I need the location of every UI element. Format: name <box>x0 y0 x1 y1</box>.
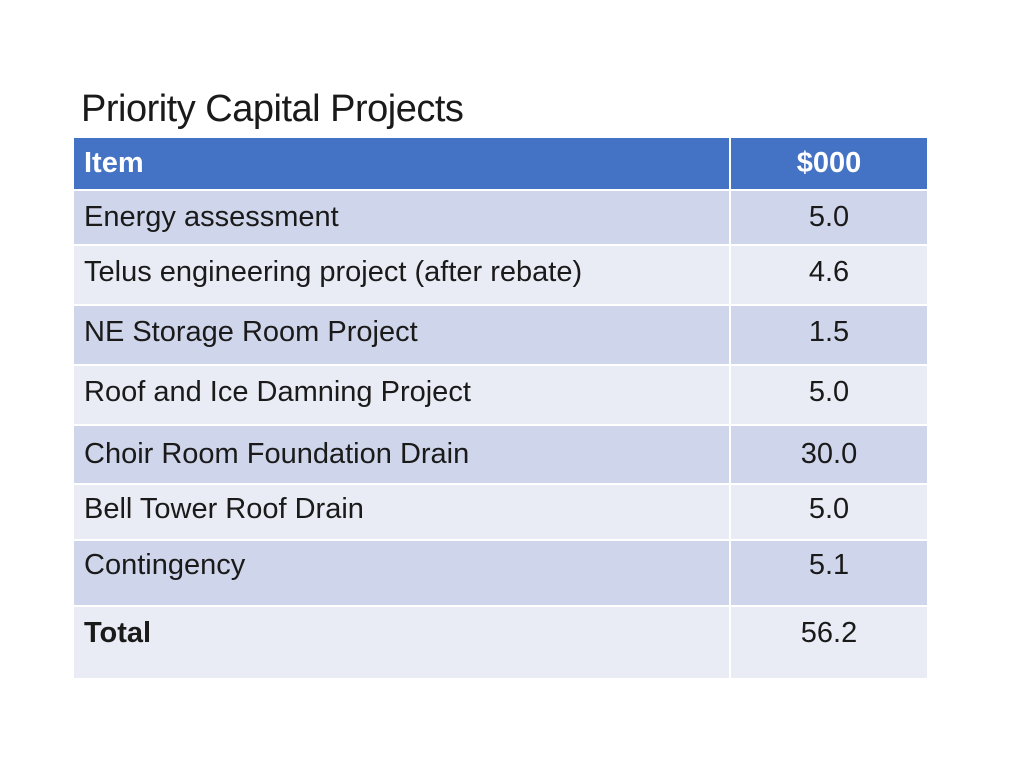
column-header-value: $000 <box>729 136 929 191</box>
row-item: Bell Tower Roof Drain <box>72 483 731 541</box>
table-header-row: Item $000 <box>72 136 929 191</box>
total-label: Total <box>72 605 731 680</box>
table-row: Roof and Ice Damning Project 5.0 <box>72 364 929 426</box>
row-value: 30.0 <box>729 424 929 485</box>
row-item: Roof and Ice Damning Project <box>72 364 731 426</box>
row-value: 5.1 <box>729 539 929 607</box>
row-value: 4.6 <box>729 244 929 306</box>
row-value: 1.5 <box>729 304 929 366</box>
row-item: Contingency <box>72 539 731 607</box>
row-item: Telus engineering project (after rebate) <box>72 244 731 306</box>
projects-table: Item $000 Energy assessment 5.0 Telus en… <box>72 136 929 680</box>
row-value: 5.0 <box>729 483 929 541</box>
table-row: Bell Tower Roof Drain 5.0 <box>72 483 929 541</box>
total-value: 56.2 <box>729 605 929 680</box>
table-row: Contingency 5.1 <box>72 539 929 607</box>
table-row: NE Storage Room Project 1.5 <box>72 304 929 366</box>
page-title: Priority Capital Projects <box>81 88 464 130</box>
total-row: Total 56.2 <box>72 605 929 680</box>
table-row: Energy assessment 5.0 <box>72 189 929 246</box>
row-item: NE Storage Room Project <box>72 304 731 366</box>
row-value: 5.0 <box>729 364 929 426</box>
row-item: Choir Room Foundation Drain <box>72 424 731 485</box>
table-row: Choir Room Foundation Drain 30.0 <box>72 424 929 485</box>
column-header-item: Item <box>72 136 731 191</box>
row-item: Energy assessment <box>72 189 731 246</box>
table-row: Telus engineering project (after rebate)… <box>72 244 929 306</box>
row-value: 5.0 <box>729 189 929 246</box>
